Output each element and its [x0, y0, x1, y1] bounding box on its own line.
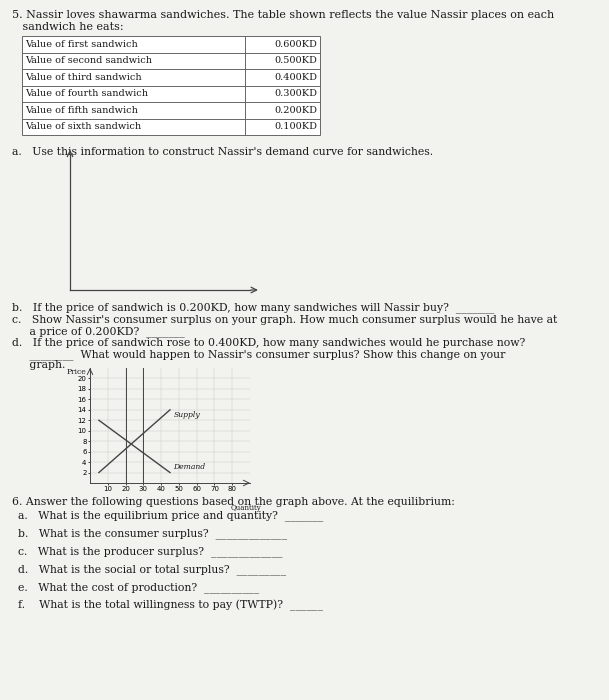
- Text: 6. Answer the following questions based on the graph above. At the equilibrium:: 6. Answer the following questions based …: [12, 497, 455, 507]
- Text: c.   Show Nassir's consumer surplus on your graph. How much consumer surplus wou: c. Show Nassir's consumer surplus on you…: [12, 315, 557, 325]
- Text: Supply: Supply: [174, 411, 200, 419]
- Bar: [22, 36, 320, 135]
- Text: 0.100KD: 0.100KD: [274, 122, 317, 132]
- Text: Price: Price: [67, 368, 86, 376]
- Text: Value of fourth sandwich: Value of fourth sandwich: [25, 89, 148, 98]
- Text: e.   What the cost of production?  __________: e. What the cost of production? ________…: [18, 582, 259, 593]
- Text: 0.400KD: 0.400KD: [274, 73, 317, 82]
- Text: a.   What is the equilibrium price and quantity?  _______: a. What is the equilibrium price and qua…: [18, 510, 323, 521]
- Text: Value of sixth sandwich: Value of sixth sandwich: [25, 122, 141, 132]
- Text: sandwich he eats:: sandwich he eats:: [12, 22, 124, 32]
- Text: Value of first sandwich: Value of first sandwich: [25, 40, 138, 49]
- Text: a price of 0.200KD?  _______: a price of 0.200KD? _______: [12, 326, 185, 337]
- Text: Value of second sandwich: Value of second sandwich: [25, 56, 152, 65]
- Text: b.   What is the consumer surplus?  _____________: b. What is the consumer surplus? _______…: [18, 528, 287, 539]
- Text: 0.600KD: 0.600KD: [274, 40, 317, 49]
- Text: f.    What is the total willingness to pay (TWTP)?  ______: f. What is the total willingness to pay …: [18, 600, 323, 611]
- Text: 0.200KD: 0.200KD: [274, 106, 317, 115]
- Text: ________  What would happen to Nassir's consumer surplus? Show this change on yo: ________ What would happen to Nassir's c…: [12, 349, 505, 360]
- Text: a.   Use this information to construct Nassir's demand curve for sandwiches.: a. Use this information to construct Nas…: [12, 147, 433, 157]
- Text: 5. Nassir loves shawarma sandwiches. The table shown reflects the value Nassir p: 5. Nassir loves shawarma sandwiches. The…: [12, 10, 554, 20]
- Text: Quantity: Quantity: [231, 504, 262, 512]
- Text: graph.: graph.: [12, 360, 65, 370]
- Text: b.   If the price of sandwich is 0.200KD, how many sandwiches will Nassir buy?  : b. If the price of sandwich is 0.200KD, …: [12, 302, 495, 313]
- Text: 0.500KD: 0.500KD: [274, 56, 317, 65]
- Text: Demand: Demand: [174, 463, 206, 471]
- Text: 0.300KD: 0.300KD: [274, 89, 317, 98]
- Text: Value of third sandwich: Value of third sandwich: [25, 73, 142, 82]
- Text: Value of fifth sandwich: Value of fifth sandwich: [25, 106, 138, 115]
- Text: d.   If the price of sandwich rose to 0.400KD, how many sandwiches would he purc: d. If the price of sandwich rose to 0.40…: [12, 338, 525, 348]
- Text: c.   What is the producer surplus?  _____________: c. What is the producer surplus? _______…: [18, 546, 283, 556]
- Text: d.   What is the social or total surplus?  _________: d. What is the social or total surplus? …: [18, 564, 286, 575]
